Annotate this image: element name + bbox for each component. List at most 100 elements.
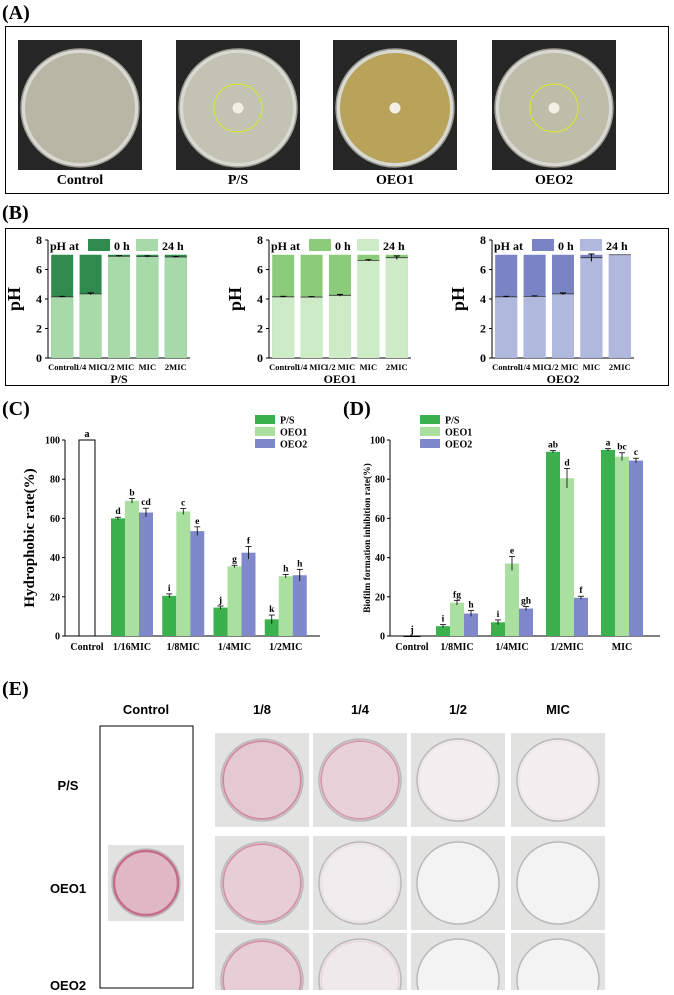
bar-oeo2 (519, 608, 533, 636)
x-tick-label: Control (492, 362, 521, 372)
panel-a-dishes: Control P/S OEO1 OEO2 (18, 40, 616, 188)
significance-letter: j (409, 625, 413, 636)
legend-24h: 24 h (162, 239, 184, 253)
dish-label: P/S (228, 173, 248, 188)
significance-letter: e (195, 517, 199, 527)
column-header: 1/2 (449, 702, 467, 717)
significance-letter: i (442, 615, 445, 625)
panel-c-hydrophobic-chart: 0 20 40 60 80 100 Hydrophobic rate(%) a Control d… (22, 415, 320, 653)
stain-ring (518, 740, 598, 820)
bar-oeo1 (176, 511, 191, 636)
bar-24h (385, 257, 408, 358)
well-plate (220, 738, 304, 822)
legend-swatch (420, 415, 440, 424)
control-bar (403, 635, 421, 637)
biofilm-stain (223, 844, 301, 922)
significance-letter: d (564, 458, 570, 468)
bar-ps (162, 595, 177, 636)
well-plate (416, 738, 500, 822)
y-tick-label: 2 (36, 322, 42, 336)
bar-oeo2 (241, 552, 256, 636)
bar-24h (79, 293, 102, 358)
stain-ring (418, 740, 498, 820)
bar-oeo1 (560, 478, 574, 636)
legend-24h: 24 h (606, 239, 628, 253)
legend-swatch (420, 439, 440, 448)
bar-24h (608, 254, 631, 358)
significance-letter: bc (617, 443, 627, 453)
legend-prefix: pH at (494, 239, 523, 253)
significance-letter: f (247, 536, 251, 546)
panel-e-biofilm-plates: Control 1/8 1/4 1/2 MIC P/S OEO1 OEO2 (0, 690, 674, 995)
well-plate (220, 841, 304, 925)
dish-label: Control (57, 173, 104, 188)
stain-ring (320, 940, 400, 995)
legend-24h: 24 h (383, 239, 405, 253)
bar-oeo2 (574, 597, 588, 636)
y-axis-label: pH (5, 287, 24, 311)
legend-swatch (255, 415, 275, 424)
bar-24h (523, 296, 546, 358)
bar-24h (357, 260, 380, 358)
x-tick-label: Control (70, 642, 103, 653)
paper-disk (548, 102, 560, 114)
significance-letter: i (497, 610, 500, 620)
x-tick-label: 1/4 MIC (519, 362, 549, 372)
y-tick-label: 2 (257, 322, 263, 336)
well-plate (318, 738, 402, 822)
x-tick-label: 1/2MIC (269, 642, 302, 653)
legend-swatch-0h (532, 239, 554, 251)
bar-oeo1 (278, 576, 293, 636)
significance-letter: k (269, 605, 275, 615)
legend-swatch (420, 427, 440, 436)
x-tick-label: 1/2 MIC (548, 362, 578, 372)
y-tick-label: 80 (375, 475, 385, 486)
bar-oeo1 (615, 456, 629, 636)
control-biofilm-stain (114, 851, 178, 915)
y-tick-label: 0 (380, 632, 385, 643)
y-tick-label: 0 (55, 632, 60, 643)
legend-0h: 0 h (114, 239, 130, 253)
bar-24h (580, 257, 603, 358)
column-header: 1/8 (253, 702, 271, 717)
x-tick-label: 1/4MIC (495, 642, 528, 653)
panel-a-frame (5, 26, 669, 194)
significance-letter: h (283, 564, 289, 574)
bar-oeo2 (292, 575, 307, 636)
y-tick-label: 8 (480, 233, 486, 247)
bar-24h (136, 256, 159, 358)
panel-c-label: (C) (2, 398, 30, 420)
y-tick-label: 40 (50, 553, 60, 564)
biofilm-stain (223, 741, 301, 819)
x-tick-label: 1/4 MIC (296, 362, 326, 372)
y-tick-label: 80 (50, 475, 60, 486)
legend-swatch-0h (309, 239, 331, 251)
x-tick-label: Control (48, 362, 77, 372)
significance-letter: d (115, 507, 121, 517)
biofilm-stain (321, 941, 399, 995)
panel-b-label: (B) (2, 202, 29, 224)
legend-label: P/S (280, 416, 295, 427)
significance-letter: e (510, 547, 514, 557)
significance-letter: c (181, 499, 185, 509)
bar-ps (491, 622, 505, 636)
legend-label: P/S (445, 416, 460, 427)
bar-ps (601, 449, 615, 636)
significance-letter: cd (141, 498, 151, 508)
stain-ring (222, 740, 302, 820)
y-tick-label: 60 (50, 514, 60, 525)
x-tick-label: MIC (612, 642, 633, 653)
x-tick-label: 2MIC (386, 362, 408, 372)
y-tick-label: 0 (480, 351, 486, 365)
y-tick-label: 4 (480, 292, 486, 306)
bar-24h (164, 256, 187, 358)
bar-24h (329, 295, 351, 358)
x-tick-label: 1/2 MIC (325, 362, 355, 372)
significance-letter: b (129, 488, 134, 498)
legend-swatch-0h (88, 239, 110, 251)
control-well-plate (111, 848, 181, 918)
chart-name: P/S (110, 372, 128, 386)
y-tick-label: 8 (36, 233, 42, 247)
y-tick-label: 6 (36, 263, 42, 277)
